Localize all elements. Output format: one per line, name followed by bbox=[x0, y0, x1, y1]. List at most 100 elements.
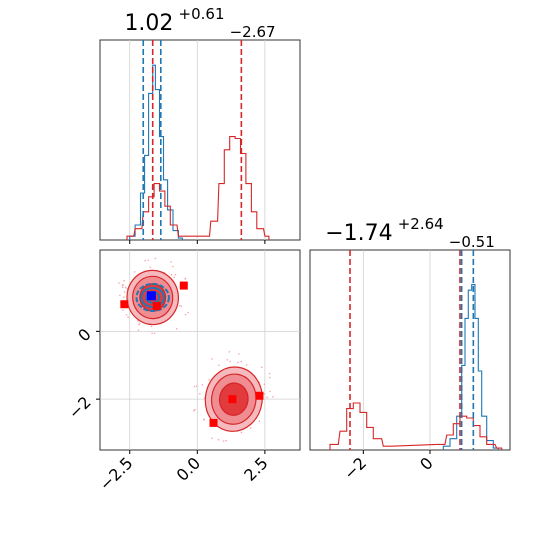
hist2-title-upper: +2.64 bbox=[398, 215, 444, 233]
joint-scatter-dot bbox=[193, 409, 195, 412]
joint-scatter-dot bbox=[184, 313, 187, 316]
joint-scatter-dot bbox=[123, 279, 125, 282]
hist1-series-0 bbox=[129, 64, 183, 241]
hist2-xtick-label: −2 bbox=[340, 453, 370, 483]
joint-scatter-dot bbox=[228, 351, 231, 353]
joint-scatter-dot bbox=[147, 259, 149, 262]
joint-scatter-dot bbox=[199, 393, 201, 395]
joint-scatter-dot bbox=[138, 323, 140, 326]
panel-hist-param-1: 1.02 +0.61 −2.67 bbox=[99, 4, 301, 241]
hist2-title-lower: −0.51 bbox=[449, 233, 495, 251]
hist2-grid bbox=[362, 250, 431, 450]
hist2-title: −1.74 +2.64 −0.51 bbox=[325, 214, 495, 251]
joint-scatter-dot bbox=[122, 283, 124, 286]
joint-scatter-dot bbox=[123, 291, 126, 293]
joint-scatter-dot bbox=[170, 273, 173, 276]
joint-scatter-dot bbox=[260, 366, 263, 369]
joint-scatter-dot bbox=[122, 286, 124, 289]
joint-red-marker-0 bbox=[120, 300, 129, 309]
joint-scatter-dot bbox=[229, 360, 231, 363]
hist2-title-value: −1.74 bbox=[325, 221, 392, 246]
hist2-xtick-label: 0 bbox=[416, 453, 437, 474]
joint-scatter-dot bbox=[173, 276, 176, 279]
joint-scatter-dot bbox=[137, 329, 140, 331]
joint-scatter-dot bbox=[263, 393, 265, 395]
hist2-content bbox=[329, 250, 503, 451]
joint-ytick-label: −2 bbox=[65, 393, 95, 423]
joint-scatter-dot bbox=[175, 327, 178, 330]
joint-scatter-dot bbox=[125, 314, 128, 316]
joint-blue-marker-0 bbox=[146, 291, 156, 301]
joint-scatter-dot bbox=[174, 273, 177, 276]
joint-scatter-dot bbox=[193, 385, 196, 388]
joint-scatter-dot bbox=[151, 332, 153, 335]
joint-scatter-dot bbox=[144, 259, 146, 262]
joint-scatter-dot bbox=[184, 277, 187, 280]
joint-scatter-dot bbox=[237, 361, 239, 364]
joint-scatter-dot bbox=[263, 383, 266, 386]
joint-scatter-dot bbox=[178, 304, 181, 307]
joint-scatter-dot bbox=[217, 438, 220, 441]
joint-scatter-dot bbox=[225, 439, 227, 442]
joint-scatter-dot bbox=[258, 420, 261, 423]
joint-scatter-dot bbox=[245, 364, 248, 366]
hist1-series-1 bbox=[126, 136, 270, 241]
joint-xtick-label: −2.5 bbox=[96, 453, 137, 494]
joint-scatter-dot bbox=[201, 384, 204, 386]
joint-scatter-dot bbox=[240, 431, 243, 434]
joint-red-marker-1 bbox=[152, 301, 161, 310]
joint-scatter-dot bbox=[119, 294, 121, 297]
joint-xtick-label: 0.0 bbox=[173, 453, 204, 484]
panel-hist-param-2: −1.74 +2.64 −0.51 bbox=[309, 214, 511, 451]
joint-scatter-dot bbox=[187, 311, 189, 314]
joint-red-marker-3 bbox=[228, 395, 237, 404]
hist1-title-value: 1.02 bbox=[124, 11, 173, 36]
hist1-content bbox=[126, 40, 270, 241]
joint-scatter-dot bbox=[149, 266, 151, 269]
joint-scatter-dot bbox=[138, 322, 141, 325]
joint-ytick-label: 0 bbox=[74, 325, 95, 346]
hist1-title-lower: −2.67 bbox=[230, 23, 276, 41]
joint-scatter-dot bbox=[180, 305, 183, 308]
joint-scatter-dot bbox=[240, 360, 242, 363]
joint-scatter-dot bbox=[123, 296, 125, 298]
joint-scatter-dot bbox=[268, 372, 271, 375]
joint-blue-contour-0 bbox=[135, 282, 170, 313]
joint-xtick-label: 2.5 bbox=[240, 453, 271, 484]
joint-scatter-dot bbox=[153, 332, 156, 335]
joint-red-marker-4 bbox=[255, 391, 264, 400]
hist1-grid bbox=[129, 40, 266, 240]
hist2-series-1 bbox=[329, 402, 503, 451]
joint-scatter-dot bbox=[249, 427, 252, 429]
joint-scatter-dot bbox=[269, 376, 271, 379]
joint-scatter-dot bbox=[154, 257, 157, 260]
joint-scatter-dot bbox=[124, 286, 127, 289]
joint-content bbox=[118, 257, 274, 442]
hist1-title: 1.02 +0.61 −2.67 bbox=[124, 4, 275, 41]
joint-scatter-dot bbox=[218, 364, 220, 366]
joint-scatter-dot bbox=[133, 271, 136, 273]
joint-scatter-dot bbox=[118, 282, 120, 284]
joint-scatter-dot bbox=[203, 419, 205, 421]
joint-scatter-dot bbox=[150, 325, 153, 328]
joint-grid bbox=[100, 250, 300, 450]
joint-scatter-dot bbox=[269, 390, 271, 393]
hist1-frame bbox=[99, 39, 301, 241]
hist1-title-upper: +0.61 bbox=[179, 5, 225, 23]
joint-blue-contour-1 bbox=[140, 286, 166, 308]
joint-scatter-dot bbox=[211, 437, 213, 440]
joint-scatter-dot bbox=[238, 353, 240, 355]
joint-scatter-dot bbox=[172, 265, 174, 268]
joint-scatter-dot bbox=[208, 378, 211, 381]
joint-scatter-dot bbox=[272, 395, 274, 398]
joint-scatter-dot bbox=[222, 440, 225, 442]
joint-scatter-dot bbox=[127, 316, 129, 318]
joint-red-marker-5 bbox=[209, 418, 218, 427]
joint-scatter-dot bbox=[211, 358, 213, 360]
joint-red-marker-2 bbox=[179, 281, 188, 290]
joint-scatter-dot bbox=[226, 358, 229, 361]
hist2-frame bbox=[309, 249, 511, 451]
panel-joint bbox=[99, 249, 301, 451]
joint-scatter-dot bbox=[195, 385, 198, 387]
